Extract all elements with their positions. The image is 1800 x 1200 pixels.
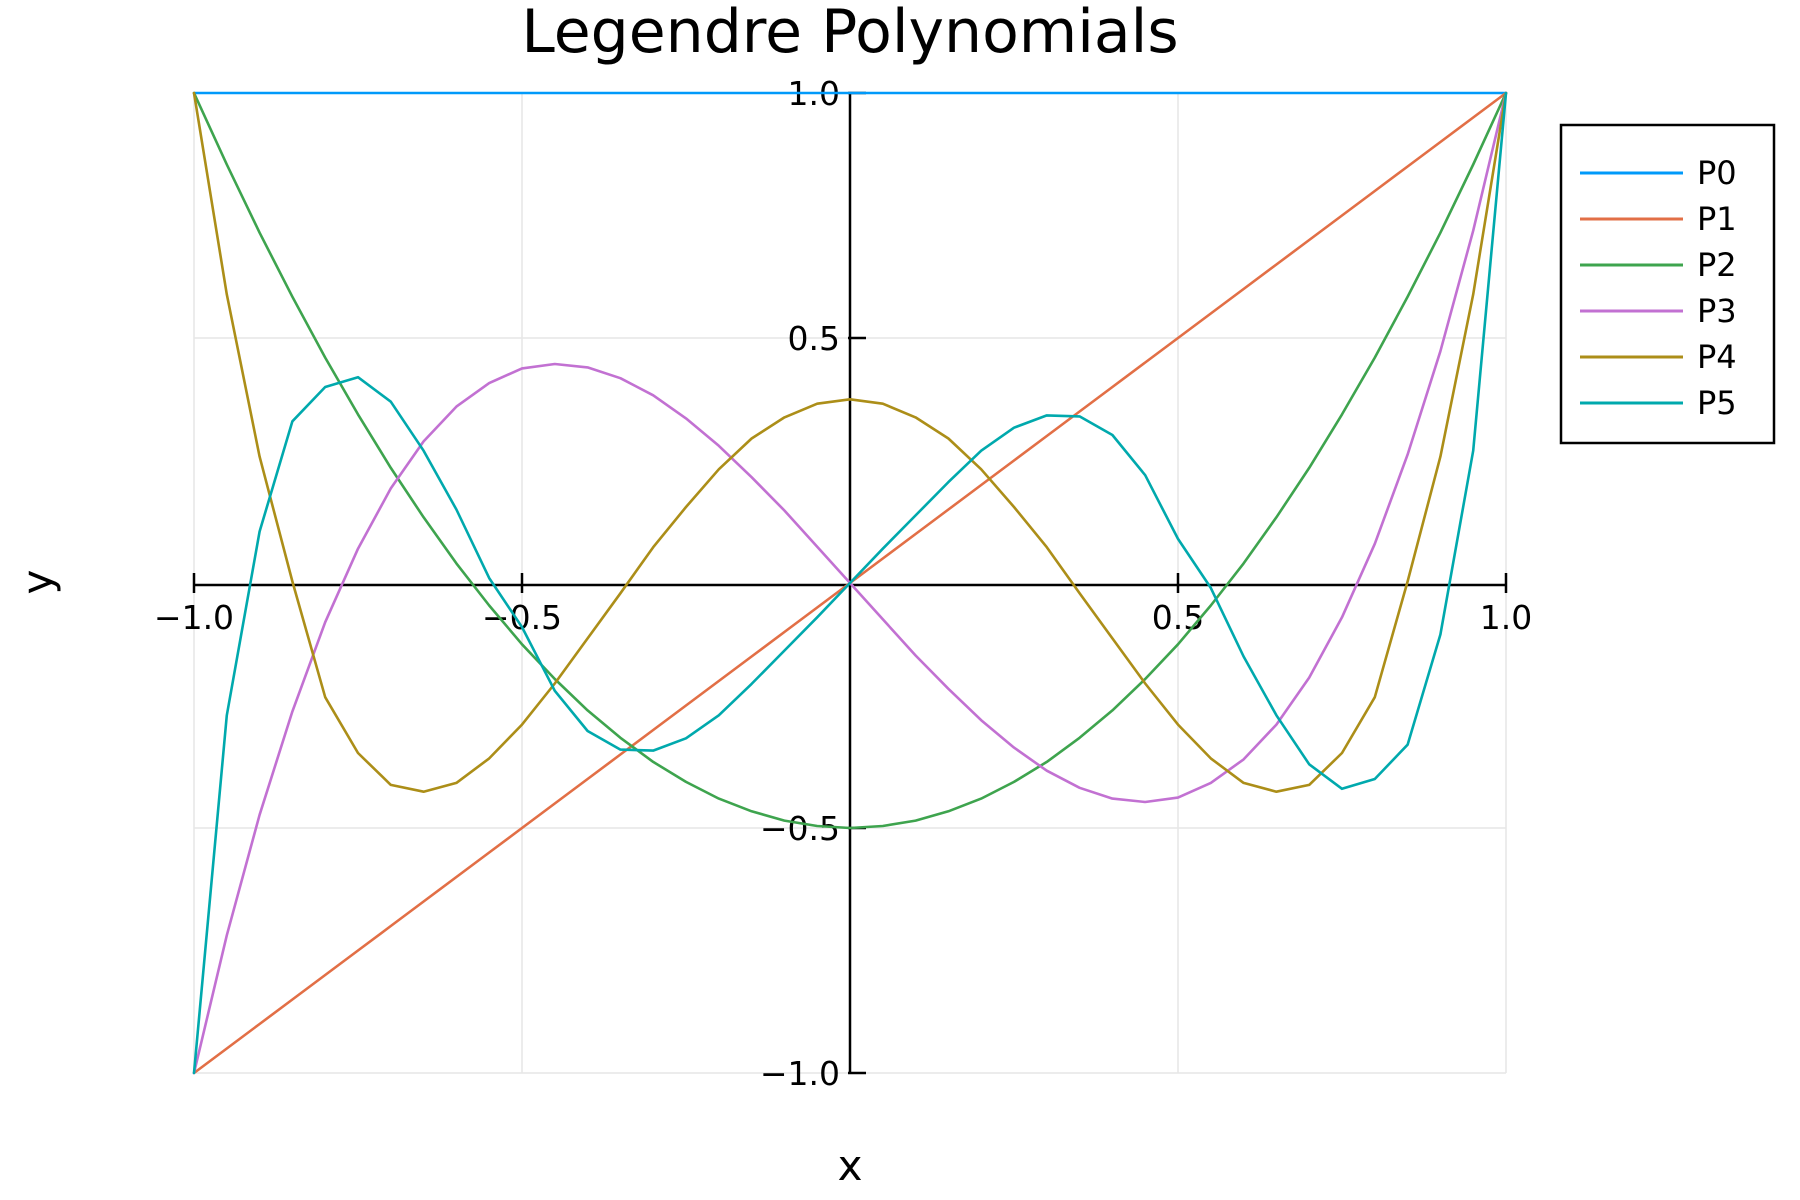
legend-label-p3: P3 — [1697, 292, 1737, 330]
y-tick-label: 0.5 — [788, 319, 840, 358]
x-tick-label: −1.0 — [154, 598, 234, 637]
legend-label-p5: P5 — [1697, 384, 1737, 422]
x-tick-label: −0.5 — [482, 598, 562, 637]
chart-title: Legendre Polynomials — [521, 0, 1178, 67]
legend-label-p0: P0 — [1697, 154, 1737, 192]
x-tick-label: 1.0 — [1480, 598, 1532, 637]
legend-label-p2: P2 — [1697, 246, 1737, 284]
y-tick-label: −1.0 — [760, 1054, 840, 1093]
series-layer — [192, 91, 1508, 1075]
x-tick-label: 0.5 — [1152, 598, 1204, 637]
tick-layer: −1.0 −0.5 0.5 1.01.00.5−0.5−1.0 — [154, 74, 1532, 1093]
series-line-p2 — [192, 91, 1508, 830]
legend-frame — [1559, 123, 1776, 445]
y-axis-title: y — [13, 570, 62, 595]
legend: P0 P1 P2 P3 P4 P5 — [1559, 123, 1776, 445]
y-tick-label: −0.5 — [760, 809, 840, 848]
series-line-p4 — [192, 91, 1508, 794]
series-line-p5 — [192, 91, 1508, 1075]
legend-label-p4: P4 — [1697, 338, 1737, 376]
x-axis-title: x — [838, 1141, 863, 1190]
legend-label-p1: P1 — [1697, 200, 1737, 238]
